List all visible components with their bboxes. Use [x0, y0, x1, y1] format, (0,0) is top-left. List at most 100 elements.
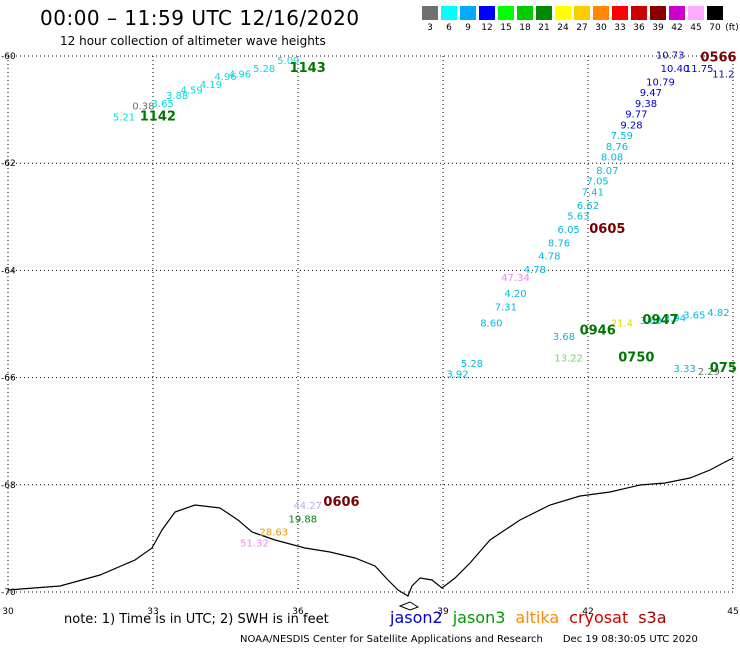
- swh-value: 5.21: [113, 112, 135, 123]
- swh-value: 11.2: [712, 69, 734, 80]
- swh-value: 0.38: [132, 102, 154, 113]
- swh-value: 4.19: [200, 80, 222, 91]
- swh-value: 3.94: [664, 313, 686, 324]
- colorbar-label: 12: [481, 23, 493, 33]
- colorbar-swatch: [422, 6, 438, 20]
- lon-tick-label: 30: [2, 607, 14, 617]
- swh-value: 2.29: [698, 367, 720, 378]
- pass-time-labels: 1142 1143 0605 0566 0946 0947 0750 075 0606: [140, 50, 737, 510]
- colorbar-swatch: [574, 6, 590, 20]
- lon-tick-label: 45: [727, 607, 738, 617]
- footnote: note: 1) Time is in UTC; 2) SWH is in fe…: [64, 612, 329, 627]
- colorbar-label: 33: [614, 23, 626, 33]
- lon-tick-label: 42: [582, 607, 593, 617]
- lat-tick-label: -64: [1, 266, 16, 276]
- colorbar-swatch: [650, 6, 666, 20]
- pass-time-label: 0947: [642, 313, 678, 328]
- coastline: [7, 457, 734, 597]
- swh-value: 8.76: [548, 238, 570, 249]
- lon-tick-label: 33: [147, 607, 158, 617]
- colorbar-swatch: [669, 6, 685, 20]
- colorbar-swatch: [536, 6, 552, 20]
- swh-value: 4.59: [181, 86, 203, 97]
- coastline-island: [398, 601, 420, 611]
- lat-tick-label: -68: [1, 481, 16, 491]
- page-title: 00:00 – 11:59 UTC 12/16/2020: [40, 6, 360, 30]
- timestamp: Dec 19 08:30:05 UTC 2020: [562, 634, 698, 645]
- lon-tick-label: 36: [292, 607, 304, 617]
- credit-line: NOAA/NESDIS Center for Satellite Applica…: [240, 634, 698, 645]
- colorbar-swatch: [593, 6, 609, 20]
- colorbar-label: 27: [576, 23, 588, 33]
- credit-text: NOAA/NESDIS Center for Satellite Applica…: [240, 634, 543, 645]
- swh-value: 8.07: [596, 166, 618, 177]
- pass-time-label: 0606: [323, 495, 359, 510]
- pass-time-label: 1143: [290, 61, 326, 76]
- pass-time-label: 0946: [580, 324, 616, 339]
- swh-value: 47.34: [501, 273, 530, 284]
- colorbar-label: 3: [427, 23, 433, 33]
- swh-value: 7.31: [495, 303, 517, 314]
- swh-value: 3.60: [640, 316, 662, 327]
- swh-value: 9.77: [625, 110, 647, 121]
- swh-value: 3.92: [446, 370, 468, 381]
- lat-tick-label: -60: [1, 52, 16, 62]
- swh-value: 8.76: [606, 142, 628, 153]
- mission-legend-item: jason2: [390, 608, 443, 627]
- colorbar-unit: (ft): [725, 23, 739, 33]
- colorbar-label: 30: [595, 23, 607, 33]
- mission-legend-item: s3a: [638, 608, 667, 627]
- swh-value: 44.27: [293, 501, 322, 512]
- swh-value: 9.47: [640, 88, 662, 99]
- mission-legend-item: jason3: [452, 608, 506, 627]
- colorbar-label: 15: [500, 23, 512, 33]
- mission-legend-item: cryosat: [569, 608, 629, 627]
- swh-value: 28.63: [260, 528, 289, 539]
- swh-value: 21.4: [611, 319, 633, 330]
- lat-tick-label: -62: [1, 159, 16, 169]
- swh-value: 4.82: [707, 308, 729, 319]
- swh-value: 6.62: [577, 201, 599, 212]
- mission-legend: jason2 jason3 altika cryosat s3a: [390, 608, 677, 627]
- pass-time-label: 0566: [700, 50, 736, 65]
- colorbar-swatch: [460, 6, 476, 20]
- swh-value: 10.73: [656, 51, 685, 62]
- swh-value: 4.96: [214, 72, 236, 83]
- lat-tick-label: -66: [1, 374, 16, 384]
- colorbar-label: 45: [690, 23, 702, 33]
- swh-value: 10.79: [646, 77, 675, 88]
- swh-value: 7.05: [587, 177, 609, 188]
- colorbar-swatch: [441, 6, 457, 20]
- axis-tick-labels: 30 33 36 39 42 45 -60 -62 -64 -66 -68 -70: [1, 52, 739, 617]
- lat-lon-grid: [7, 55, 734, 593]
- swh-value: 4.78: [524, 265, 546, 276]
- lon-tick-label: 39: [437, 607, 449, 617]
- colorbar-swatch: [707, 6, 723, 20]
- swh-value: 4.78: [538, 252, 560, 263]
- colorbar-label: 42: [671, 23, 683, 33]
- swh-value: 11.75: [685, 64, 714, 75]
- colorbar-swatch: [498, 6, 514, 20]
- lat-tick-label: -70: [1, 588, 16, 598]
- colorbar-label: 18: [519, 23, 531, 33]
- colorbar-swatch: [688, 6, 704, 20]
- colorbar-swatch: [612, 6, 628, 20]
- swh-value: 9.38: [635, 99, 657, 110]
- colorbar-label: 70: [709, 23, 721, 33]
- swh-value: 5.63: [567, 211, 589, 222]
- mission-legend-item: altika: [515, 608, 560, 627]
- swh-value: 9.28: [620, 120, 642, 131]
- pass-time-label: 075: [710, 361, 737, 376]
- colorbar-swatch: [517, 6, 533, 20]
- swh-value: 10.40: [661, 64, 690, 75]
- swh-value: 7.59: [611, 131, 633, 142]
- colorbar-label: 21: [538, 23, 550, 33]
- swh-value: 4.20: [504, 289, 526, 300]
- swh-value: 51.32: [240, 538, 269, 549]
- colorbar-swatch: [479, 6, 495, 20]
- colorbar-label: 9: [465, 23, 471, 33]
- colorbar-label: 36: [633, 23, 645, 33]
- pass-time-label: 1142: [140, 109, 176, 124]
- colorbar-swatch: [631, 6, 647, 20]
